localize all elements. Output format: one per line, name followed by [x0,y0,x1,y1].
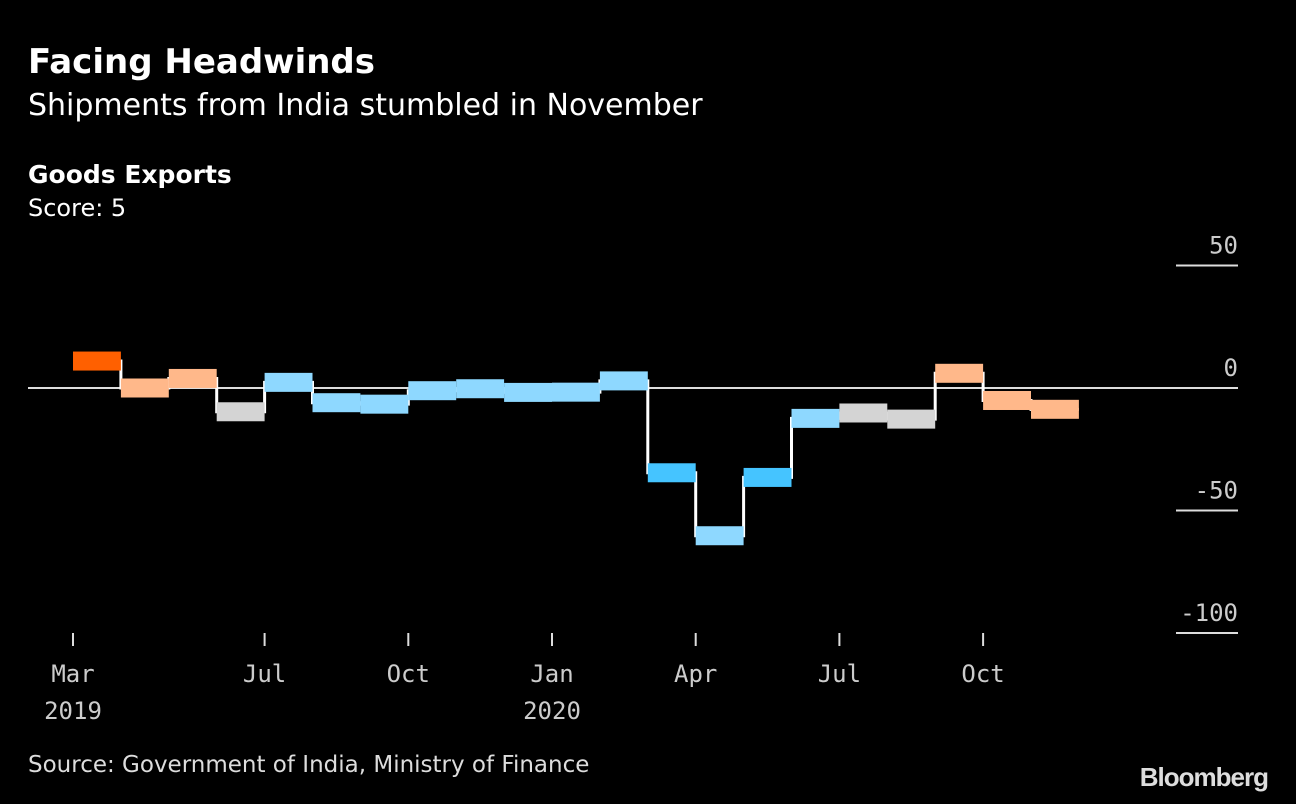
bar-2019-07 [264,372,313,392]
bar-2020-01 [552,382,600,402]
bar-2020-05 [743,467,792,487]
x-tick-label: Jan [530,660,573,688]
chart-subtitle: Shipments from India stumbled in Novembe… [28,88,703,123]
bar-2019-09 [360,394,409,414]
y-tick-label: -100 [1180,599,1238,627]
y-tick-label: 50 [1209,232,1238,260]
bar-2019-05 [168,368,217,388]
bar-2020-09 [935,363,984,383]
x-year-label: 2020 [523,697,581,725]
series-title: Goods Exports [28,160,232,189]
bar-2019-06 [216,402,265,422]
bar-2019-08 [312,393,361,413]
bar-2020-10 [983,390,1031,410]
x-tick-label: Mar [51,660,94,688]
bar-2020-11 [1031,399,1079,419]
chart-title: Facing Headwinds [28,42,376,82]
bar-2019-12 [504,382,552,402]
bar-2020-06 [791,408,840,428]
bar-2020-02 [599,371,648,391]
y-tick-label: 0 [1224,354,1238,382]
score-label: Score: 5 [28,194,127,222]
bar-2019-04 [120,378,169,398]
bar-2020-07 [839,403,888,423]
bloomberg-logo: Bloomberg [1139,762,1269,792]
bar-2020-08 [887,409,936,429]
x-tick-label: Jul [818,660,861,688]
x-tick-label: Oct [961,660,1004,688]
y-tick-label: -50 [1195,477,1238,505]
x-tick-label: Oct [387,660,430,688]
bar-2019-10 [408,381,457,401]
source-note: Source: Government of India, Ministry of… [28,752,590,778]
bar-2020-03 [647,463,696,483]
bar-2019-11 [456,379,505,399]
x-tick-label: Jul [243,660,286,688]
bar-2020-04 [695,526,744,546]
bar-2019-03 [73,351,121,371]
x-year-label: 2019 [44,697,102,725]
x-tick-label: Apr [674,660,717,688]
